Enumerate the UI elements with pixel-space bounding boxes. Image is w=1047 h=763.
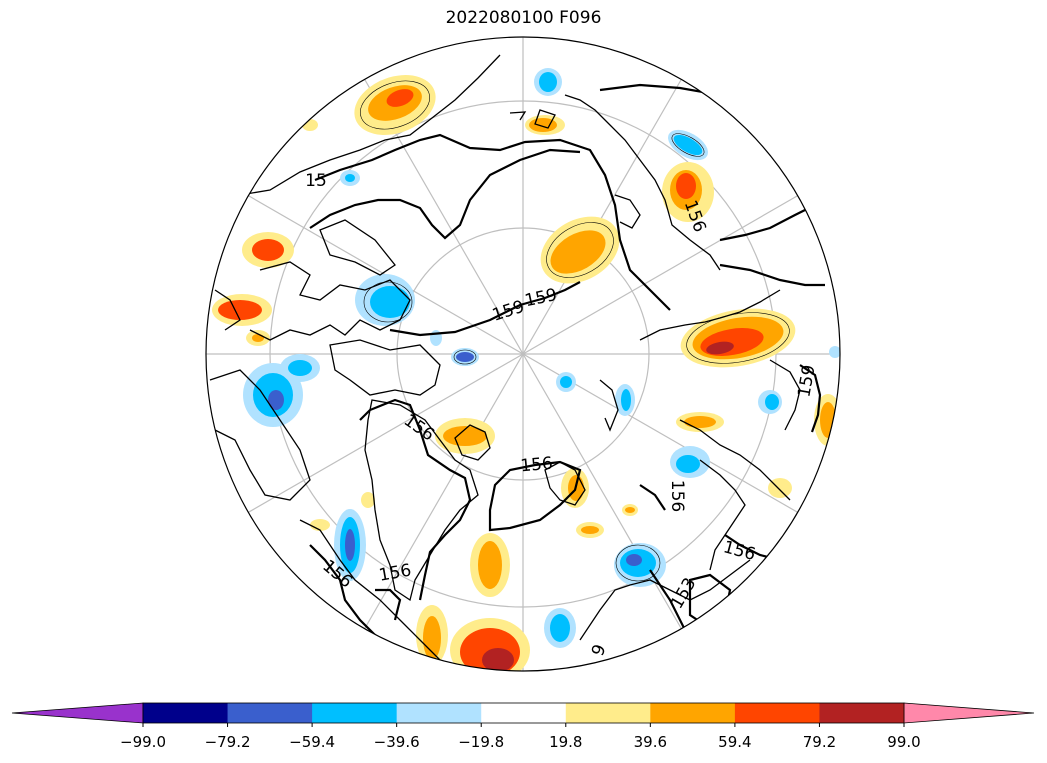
- colorbar-tick-label: 99.0: [887, 733, 920, 751]
- colorbar-tick-label: 59.4: [718, 733, 751, 751]
- colorbar-tick-label: −99.0: [120, 733, 166, 751]
- anomaly-outlines: [360, 80, 790, 582]
- colorbar-bin: [143, 703, 229, 723]
- colorbar-tick-label: 39.6: [634, 733, 667, 751]
- anomaly-cores: [218, 72, 836, 671]
- colorbar-frame: [142, 702, 905, 724]
- coastlines: [209, 54, 801, 661]
- colorbar-tick-label: 79.2: [803, 733, 836, 751]
- colorbar-bin: [650, 703, 736, 723]
- colorbar-extend-over: [903, 702, 1035, 724]
- colorbar-bin: [312, 703, 398, 723]
- contour-labels: 159 159 159 156 156 156 156 156 156 156 …: [305, 171, 820, 659]
- map-title: 2022080100 F096: [445, 8, 602, 28]
- map-boundary: [205, 36, 841, 672]
- colorbar-extend-under: [11, 702, 144, 724]
- colorbar-tick-label: −79.2: [205, 733, 251, 751]
- colorbar-bin: [565, 703, 651, 723]
- colorbar-tick-label: −39.6: [374, 733, 420, 751]
- colorbar-bin: [734, 703, 820, 723]
- map-disc: 159 159 159 156 156 156 156 156 156 156 …: [205, 36, 841, 672]
- colorbar: −99.0 −79.2 −59.4 −39.6 −19.8 19.8 39.6 59.4 79.…: [11, 702, 1035, 751]
- contour-label: 156: [520, 454, 554, 477]
- contour-label: 15: [305, 171, 327, 191]
- colorbar-bin: [396, 703, 482, 723]
- colorbar-bin: [227, 703, 313, 723]
- colorbar-bin: [819, 703, 905, 723]
- colorbar-bin: [481, 703, 567, 723]
- colorbar-tick-label: 19.8: [549, 733, 582, 751]
- contour-label: 156: [667, 480, 687, 512]
- colorbar-tick-label: −59.4: [289, 733, 335, 751]
- colorbar-tick-label: −19.8: [458, 733, 504, 751]
